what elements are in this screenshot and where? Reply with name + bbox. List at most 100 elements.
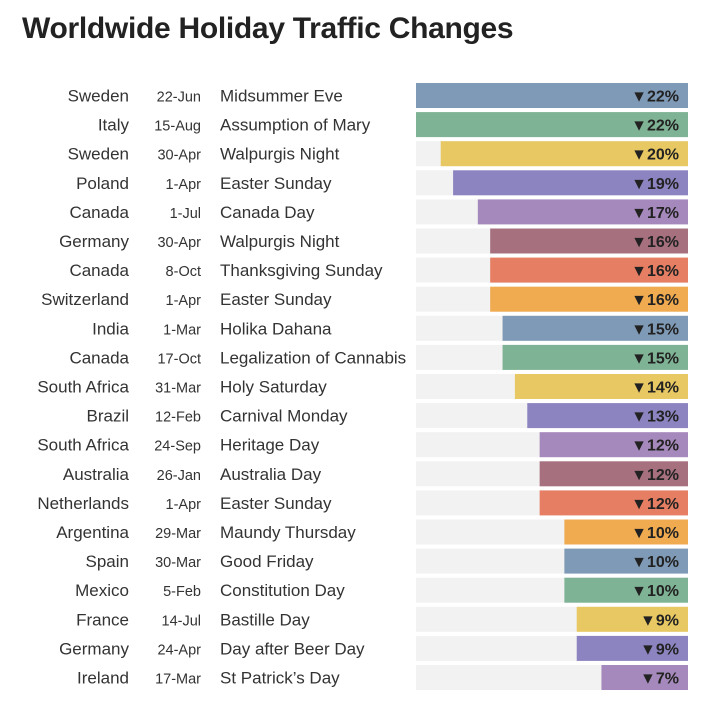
- bar: [564, 577, 688, 603]
- holiday-label: Easter Sunday: [220, 174, 332, 193]
- country-label: Germany: [59, 232, 129, 251]
- country-label: Netherlands: [37, 494, 129, 513]
- bar: [539, 432, 688, 458]
- value-label: ▼16%: [631, 263, 679, 280]
- value-label: ▼19%: [631, 176, 679, 193]
- bar: [527, 403, 688, 429]
- bar: [440, 141, 688, 167]
- country-label: Australia: [63, 465, 130, 484]
- country-label: Spain: [86, 552, 129, 571]
- country-label: Germany: [59, 639, 129, 658]
- bar: [416, 112, 688, 138]
- country-label: South Africa: [37, 378, 129, 397]
- country-label: Canada: [69, 348, 129, 367]
- value-label: ▼12%: [631, 496, 679, 513]
- date-label: 1-Jul: [170, 206, 201, 222]
- value-label: ▼10%: [631, 554, 679, 571]
- date-label: 31-Mar: [155, 381, 201, 397]
- holiday-label: Easter Sunday: [220, 290, 332, 309]
- holiday-label: Australia Day: [220, 465, 322, 484]
- country-label: Sweden: [68, 145, 129, 164]
- country-label: Poland: [76, 174, 129, 193]
- bar: [453, 170, 688, 196]
- holiday-label: Holy Saturday: [220, 378, 327, 397]
- date-label: 30-Apr: [157, 148, 201, 164]
- value-label: ▼20%: [631, 147, 679, 164]
- value-label: ▼15%: [631, 321, 679, 338]
- date-label: 24-Sep: [154, 439, 201, 455]
- bar: [502, 344, 688, 370]
- date-label: 24-Apr: [157, 642, 201, 658]
- holiday-label: Heritage Day: [220, 436, 320, 455]
- date-label: 5-Feb: [163, 584, 201, 600]
- holiday-label: Walpurgis Night: [220, 232, 340, 251]
- country-label: Italy: [98, 116, 130, 135]
- value-label: ▼16%: [631, 292, 679, 309]
- country-label: Brazil: [86, 407, 129, 426]
- bar: [576, 635, 688, 661]
- bar: [477, 199, 688, 225]
- bar: [564, 519, 688, 545]
- bar: [490, 286, 688, 312]
- holiday-label: Thanksgiving Sunday: [220, 261, 383, 280]
- bar: [539, 490, 688, 516]
- holiday-label: St Patrick’s Day: [220, 669, 340, 688]
- bar: [502, 315, 688, 341]
- date-label: 17-Mar: [155, 672, 201, 688]
- holiday-label: Walpurgis Night: [220, 145, 340, 164]
- country-label: Switzerland: [41, 290, 129, 309]
- holiday-label: Constitution Day: [220, 581, 345, 600]
- holiday-label: Midsummer Eve: [220, 87, 343, 106]
- country-label: Canada: [69, 261, 129, 280]
- holiday-label: Easter Sunday: [220, 494, 332, 513]
- date-label: 1-Apr: [166, 293, 202, 309]
- holiday-label: Canada Day: [220, 203, 315, 222]
- date-label: 22-Jun: [157, 90, 201, 106]
- date-label: 30-Mar: [155, 555, 201, 571]
- holiday-label: Carnival Monday: [220, 407, 348, 426]
- holiday-label: Holika Dahana: [220, 319, 332, 338]
- date-label: 1-Apr: [166, 497, 202, 513]
- value-label: ▼10%: [631, 525, 679, 542]
- country-label: Canada: [69, 203, 129, 222]
- value-label: ▼12%: [631, 438, 679, 455]
- value-label: ▼9%: [640, 641, 679, 658]
- holiday-label: Legalization of Cannabis: [220, 348, 406, 367]
- holiday-label: Day after Beer Day: [220, 639, 365, 658]
- date-label: 14-Jul: [162, 613, 202, 629]
- date-label: 15-Aug: [154, 119, 201, 135]
- country-label: South Africa: [37, 436, 129, 455]
- holiday-label: Assumption of Mary: [220, 116, 371, 135]
- bar: [490, 228, 688, 254]
- chart-title: Worldwide Holiday Traffic Changes: [22, 12, 514, 45]
- bar: [564, 548, 688, 574]
- country-label: Ireland: [77, 669, 129, 688]
- value-label: ▼13%: [631, 409, 679, 426]
- value-label: ▼9%: [640, 612, 679, 629]
- date-label: 1-Mar: [163, 322, 201, 338]
- date-label: 17-Oct: [157, 351, 201, 367]
- bar: [601, 665, 688, 690]
- date-label: 1-Apr: [166, 177, 202, 193]
- value-label: ▼17%: [631, 205, 679, 222]
- date-label: 29-Mar: [155, 526, 201, 542]
- value-label: ▼22%: [631, 118, 679, 135]
- value-label: ▼16%: [631, 234, 679, 251]
- bar: [514, 374, 688, 399]
- bar: [416, 83, 688, 108]
- holiday-label: Good Friday: [220, 552, 314, 571]
- value-label: ▼12%: [631, 467, 679, 484]
- holiday-label: Bastille Day: [220, 610, 310, 629]
- date-label: 12-Feb: [155, 410, 201, 426]
- bar: [490, 257, 688, 283]
- country-label: France: [76, 610, 129, 629]
- country-label: Argentina: [56, 523, 129, 542]
- bar: [576, 606, 688, 632]
- country-label: Sweden: [68, 87, 129, 106]
- country-label: India: [92, 319, 129, 338]
- value-label: ▼10%: [631, 583, 679, 600]
- value-label: ▼14%: [631, 380, 679, 397]
- value-label: ▼22%: [631, 89, 679, 106]
- value-label: ▼7%: [640, 671, 679, 688]
